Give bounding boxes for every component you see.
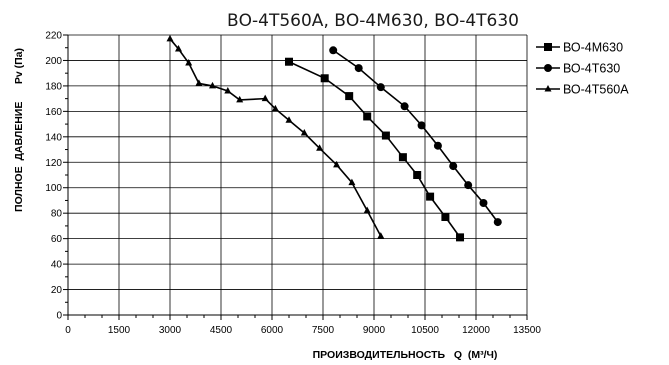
legend-item: ВО-4М630 bbox=[536, 41, 623, 55]
x-tick-label: 12000 bbox=[462, 325, 490, 336]
data-point bbox=[348, 178, 356, 186]
y-tick-label: 60 bbox=[51, 234, 63, 245]
data-point bbox=[413, 171, 422, 179]
data-point bbox=[441, 213, 450, 221]
series-square bbox=[285, 57, 465, 242]
series-line bbox=[169, 38, 382, 237]
y-tick-label: 100 bbox=[45, 183, 62, 194]
y-tick-label: 80 bbox=[51, 209, 63, 220]
y-tick-label: 40 bbox=[51, 260, 63, 271]
x-tick-label: 4500 bbox=[210, 325, 233, 336]
x-tick-label: 9000 bbox=[363, 325, 386, 336]
data-point bbox=[285, 116, 293, 123]
data-point bbox=[398, 153, 407, 162]
y-tick-label: 200 bbox=[45, 56, 62, 67]
x-tick-label: 6000 bbox=[261, 325, 284, 336]
data-point bbox=[185, 59, 193, 66]
data-point bbox=[433, 141, 442, 150]
data-point bbox=[363, 112, 372, 121]
x-tick-label: 10500 bbox=[411, 325, 439, 336]
data-point bbox=[271, 104, 279, 112]
x-tick-label: 0 bbox=[65, 325, 71, 336]
x-tick-label: 7500 bbox=[312, 325, 335, 336]
legend: ВО-4М630 ВО-4Т630 ВО-4Т560А bbox=[536, 41, 629, 97]
data-point bbox=[479, 199, 488, 207]
y-tick-label: 20 bbox=[51, 285, 63, 296]
data-point bbox=[300, 129, 308, 136]
data-point bbox=[345, 92, 354, 101]
x-tick-label: 1500 bbox=[108, 325, 131, 336]
series-circle bbox=[329, 46, 502, 227]
data-point bbox=[363, 206, 371, 214]
series-layer bbox=[166, 34, 502, 242]
data-point bbox=[316, 144, 324, 151]
x-tick-label: 3000 bbox=[159, 325, 182, 336]
legend-item: ВО-4Т630 bbox=[536, 62, 620, 76]
data-point bbox=[493, 218, 502, 227]
y-tick-label: 0 bbox=[56, 311, 62, 322]
legend-label: ВО-4Т630 bbox=[563, 62, 620, 76]
data-point bbox=[464, 181, 473, 190]
axis-layer: 0 20 40 60 80 100 120 140 160 180 200 220 0 1500 3000 4… bbox=[45, 31, 541, 337]
series-line bbox=[288, 61, 461, 238]
y-axis-label: ПОЛНОЕ ДАВЛЕНИЕ Pv (Па) bbox=[13, 48, 25, 212]
series-line bbox=[332, 49, 499, 223]
data-point bbox=[175, 45, 182, 52]
x-axis-label: ПРОИЗВОДИТЕЛЬНОСТЬ Q (М³/Ч) bbox=[313, 349, 498, 361]
data-point bbox=[426, 192, 435, 201]
series-triangle bbox=[166, 34, 385, 239]
data-point bbox=[456, 233, 465, 242]
data-point bbox=[224, 87, 232, 94]
legend-swatch-marker bbox=[544, 64, 552, 72]
data-point bbox=[261, 94, 269, 102]
grid-layer bbox=[68, 34, 528, 315]
legend-swatch-marker bbox=[544, 43, 552, 51]
legend-item: ВО-4Т560А bbox=[536, 83, 629, 97]
y-tick-label: 140 bbox=[45, 132, 62, 143]
y-tick-label: 180 bbox=[45, 81, 62, 92]
data-point bbox=[329, 46, 338, 55]
legend-swatch-marker bbox=[544, 85, 552, 92]
data-point bbox=[354, 64, 363, 73]
data-point bbox=[381, 131, 390, 140]
data-point bbox=[400, 102, 409, 111]
x-tick-label: 13500 bbox=[513, 325, 541, 336]
data-point bbox=[195, 79, 203, 86]
data-point bbox=[376, 83, 385, 92]
legend-label: ВО-4Т560А bbox=[563, 83, 629, 97]
data-point bbox=[449, 162, 458, 171]
chart-title: ВО-4Т560А, ВО-4М630, ВО-4Т630 bbox=[227, 11, 519, 31]
data-point bbox=[209, 81, 216, 89]
data-point bbox=[333, 160, 341, 168]
data-point bbox=[417, 121, 426, 130]
y-tick-label: 220 bbox=[45, 31, 62, 42]
data-point bbox=[285, 57, 293, 66]
data-point bbox=[377, 232, 385, 239]
y-tick-label: 160 bbox=[45, 107, 62, 118]
data-point bbox=[166, 34, 174, 42]
data-point bbox=[236, 95, 244, 103]
data-point bbox=[320, 74, 329, 83]
y-tick-label: 120 bbox=[45, 158, 62, 169]
legend-label: ВО-4М630 bbox=[563, 41, 623, 55]
